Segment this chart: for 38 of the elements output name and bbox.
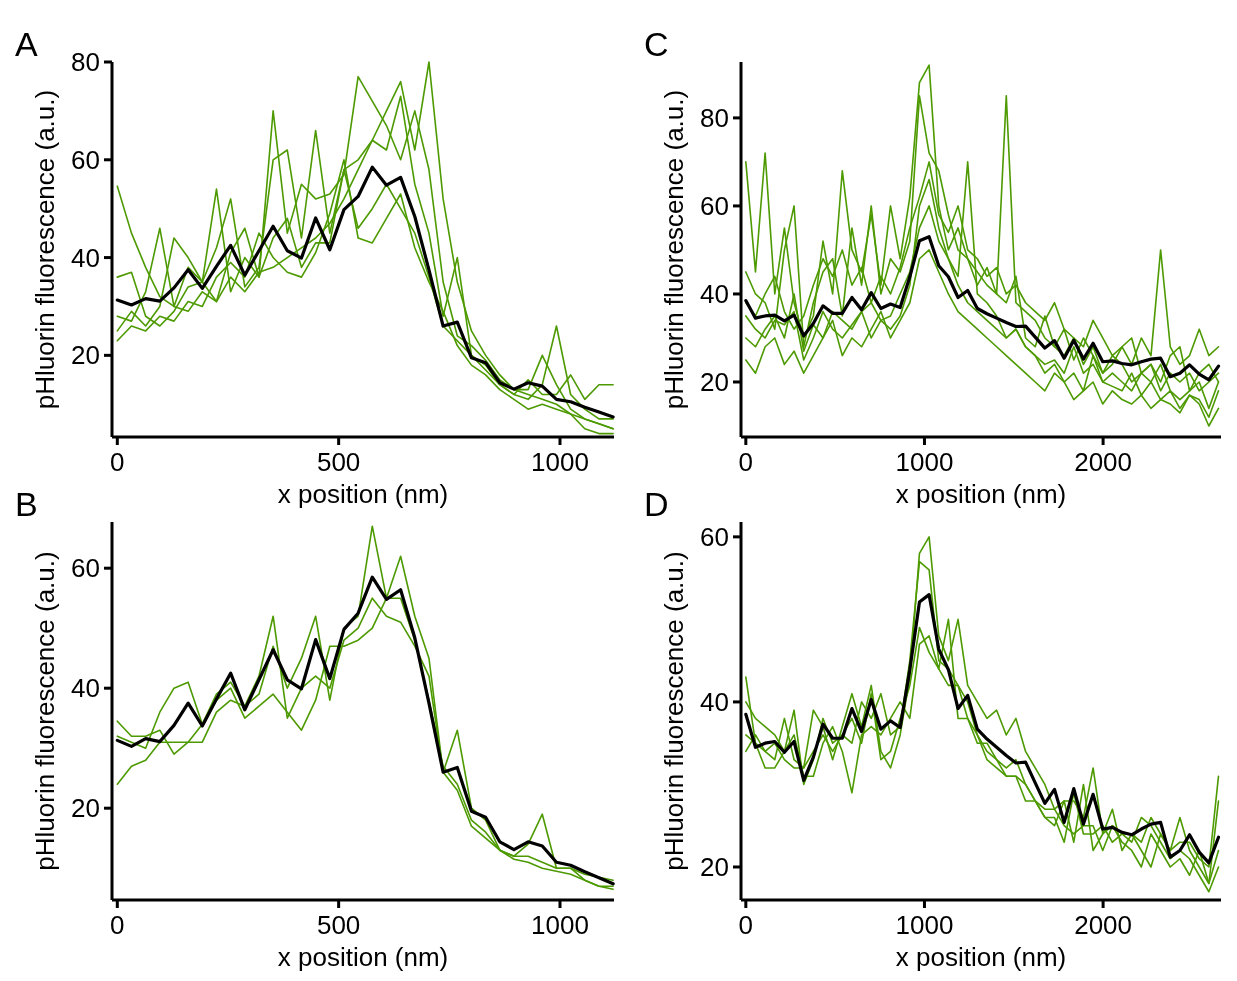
y-tick-label: 60 bbox=[71, 553, 100, 584]
y-tick-label: 20 bbox=[700, 367, 729, 398]
x-tick-label: 1000 bbox=[895, 447, 954, 477]
chart-title: A bbox=[15, 25, 38, 63]
x-tick-label: 500 bbox=[316, 910, 361, 940]
x-axis-title: x position (nm) bbox=[895, 942, 1067, 972]
y-tick-label: 40 bbox=[700, 687, 729, 718]
y-tick-label: 80 bbox=[71, 47, 100, 78]
y-tick-label: 80 bbox=[700, 103, 729, 133]
x-tick-label: 1000 bbox=[531, 447, 589, 477]
chart-title: B bbox=[15, 485, 38, 523]
y-tick-label: 20 bbox=[71, 793, 100, 824]
x-tick-label: 0 bbox=[738, 910, 754, 940]
y-tick-label: 20 bbox=[71, 340, 100, 371]
x-tick-label: 0 bbox=[738, 447, 754, 477]
y-tick-label: 40 bbox=[71, 242, 100, 273]
y-axis-title: pHluorin fluorescence (a.u.) bbox=[30, 551, 60, 871]
y-tick-label: 40 bbox=[700, 279, 729, 310]
y-axis-title: pHluorin fluorescence (a.u.) bbox=[659, 89, 689, 410]
y-tick-label: 60 bbox=[71, 144, 100, 175]
x-tick-label: 1000 bbox=[531, 910, 589, 940]
x-tick-label: 2000 bbox=[1074, 910, 1133, 940]
y-tick-label: 60 bbox=[700, 191, 729, 222]
x-axis-title: x position (nm) bbox=[277, 479, 449, 509]
chart-title: D bbox=[644, 485, 669, 523]
x-tick-label: 2000 bbox=[1074, 447, 1133, 477]
chart-title: C bbox=[644, 25, 669, 63]
y-tick-label: 40 bbox=[71, 673, 100, 704]
x-tick-label: 0 bbox=[110, 910, 125, 940]
y-axis-title: pHluorin fluorescence (a.u.) bbox=[659, 551, 689, 871]
y-tick-label: 20 bbox=[700, 852, 729, 883]
y-axis-title: pHluorin fluorescence (a.u.) bbox=[30, 89, 60, 410]
x-tick-label: 0 bbox=[110, 447, 125, 477]
y-tick-label: 60 bbox=[700, 521, 729, 552]
x-tick-label: 500 bbox=[316, 447, 361, 477]
x-axis-title: x position (nm) bbox=[277, 942, 449, 972]
x-axis-title: x position (nm) bbox=[895, 479, 1067, 509]
x-tick-label: 1000 bbox=[895, 910, 954, 940]
